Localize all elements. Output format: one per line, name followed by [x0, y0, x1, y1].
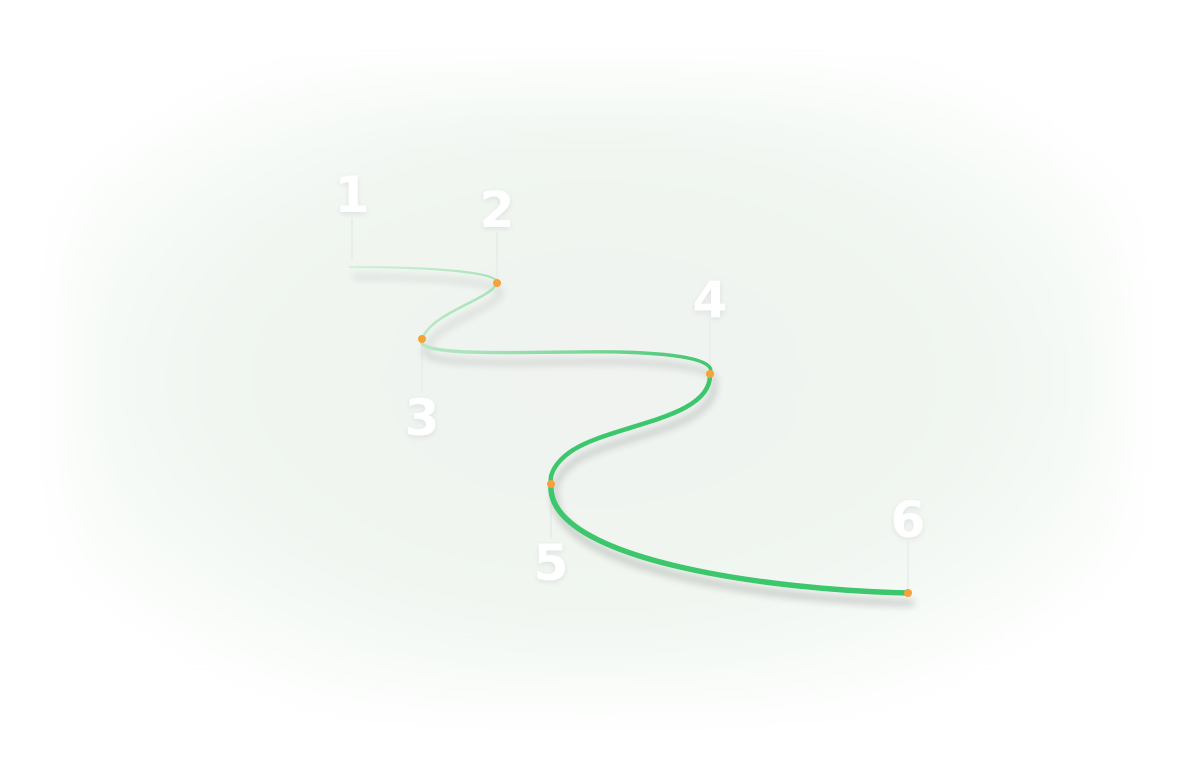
marker-6: [904, 589, 912, 597]
step-label-1: 1: [335, 166, 370, 224]
path-segment-1-2: [348, 265, 499, 285]
step-label-5: 5: [534, 534, 569, 592]
path-segment-5-6: [548, 481, 911, 596]
step-label-4: 4: [693, 271, 728, 329]
roadmap-path: [348, 265, 911, 596]
marker-5: [547, 480, 555, 488]
marker-4: [706, 370, 714, 378]
marker-3: [418, 335, 426, 343]
marker-2: [493, 279, 501, 287]
path-segment-4-5: [548, 371, 713, 487]
step-label-2: 2: [480, 181, 515, 239]
backdrop-glow: [70, 80, 1120, 700]
step-label-3: 3: [405, 389, 440, 447]
path-segment-3-4: [419, 337, 713, 376]
step-label-6: 6: [891, 491, 926, 549]
path-segment-2-3: [420, 281, 499, 341]
